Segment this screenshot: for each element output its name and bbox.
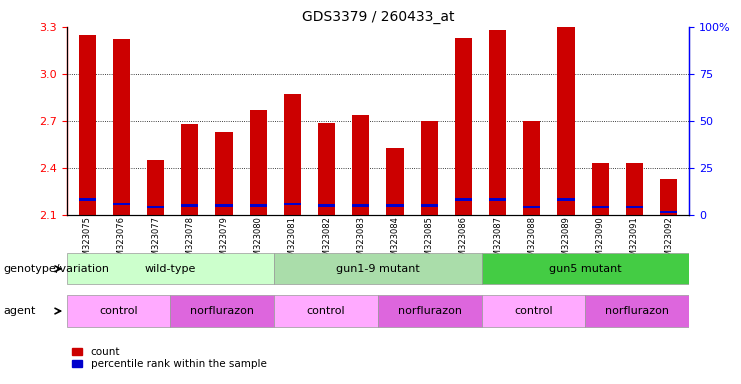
Bar	[352, 115, 369, 215]
Legend: count, percentile rank within the sample: count, percentile rank within the sample	[72, 347, 267, 369]
Bar	[79, 35, 96, 215]
Text: control: control	[514, 306, 553, 316]
Bar	[284, 94, 301, 215]
Bar	[557, 27, 574, 215]
Text: gun5 mutant: gun5 mutant	[549, 264, 622, 274]
Bar	[591, 163, 609, 215]
Bar	[318, 122, 335, 215]
Bar	[352, 204, 369, 207]
Bar	[182, 204, 199, 207]
Text: control: control	[99, 306, 138, 316]
Bar	[67, 296, 170, 326]
Bar	[585, 296, 689, 326]
Bar	[523, 121, 540, 215]
Bar	[274, 296, 378, 326]
Bar	[591, 206, 609, 209]
Bar	[660, 211, 677, 213]
Text: wild-type: wild-type	[144, 264, 196, 274]
Text: genotype/variation: genotype/variation	[4, 264, 110, 274]
Bar	[113, 203, 130, 205]
Bar	[387, 204, 404, 207]
Bar	[79, 198, 96, 200]
Bar	[482, 253, 689, 284]
Text: gun1-9 mutant: gun1-9 mutant	[336, 264, 420, 274]
Text: norflurazon: norflurazon	[190, 306, 254, 316]
Bar	[489, 30, 506, 215]
Bar	[67, 253, 274, 284]
Bar	[455, 198, 472, 200]
Bar	[182, 124, 199, 215]
Text: agent: agent	[4, 306, 36, 316]
Bar	[489, 198, 506, 200]
Bar	[557, 198, 574, 200]
Bar	[274, 253, 482, 284]
Text: norflurazon: norflurazon	[605, 306, 669, 316]
Text: norflurazon: norflurazon	[398, 306, 462, 316]
Bar	[113, 40, 130, 215]
Bar	[170, 296, 274, 326]
Bar	[250, 110, 267, 215]
Text: control: control	[307, 306, 345, 316]
Bar	[284, 203, 301, 205]
Bar	[387, 147, 404, 215]
Bar	[147, 206, 165, 209]
Bar	[660, 179, 677, 215]
Bar	[482, 296, 585, 326]
Bar	[147, 160, 165, 215]
Bar	[421, 204, 438, 207]
Bar	[378, 296, 482, 326]
Title: GDS3379 / 260433_at: GDS3379 / 260433_at	[302, 10, 454, 25]
Bar	[318, 204, 335, 207]
Bar	[626, 206, 643, 209]
Bar	[626, 163, 643, 215]
Bar	[421, 121, 438, 215]
Bar	[523, 206, 540, 209]
Bar	[250, 204, 267, 207]
Bar	[455, 38, 472, 215]
Bar	[216, 132, 233, 215]
Bar	[216, 204, 233, 207]
